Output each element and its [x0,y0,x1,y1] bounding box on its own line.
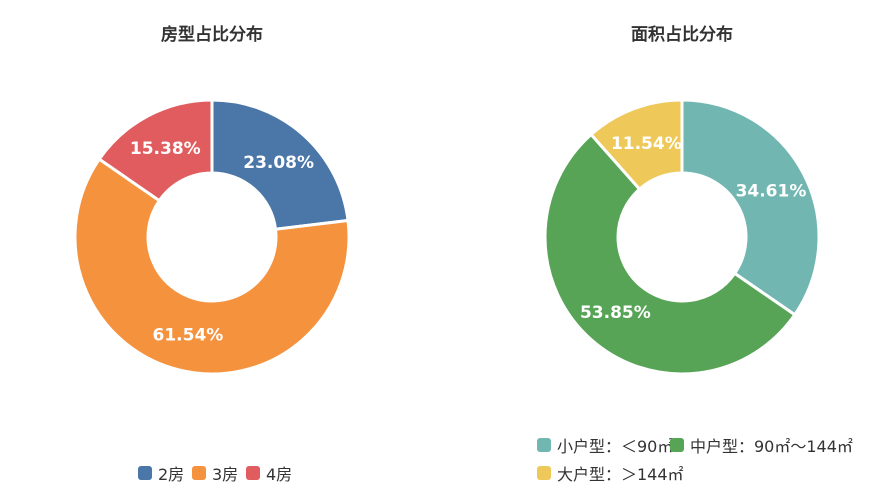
legend-item-3room[interactable]: 3房 [192,461,238,485]
room-type-slice-label-2: 15.38% [130,139,201,159]
area-slice-label-1: 53.85% [580,303,651,323]
legend-swatch [537,466,551,480]
legend-label: 4房 [266,465,293,484]
chart-title-room-type: 房型占比分布 [161,25,263,45]
legend-label: 2房 [158,465,185,484]
legend-label: 小户型：＜90㎡ [557,437,674,456]
legend-item-4room[interactable]: 4房 [246,461,292,485]
room-type-slice-2[interactable] [97,98,214,203]
legend-swatch [246,466,260,480]
room-type-slice-1[interactable] [73,157,351,376]
area-slice-2[interactable] [589,98,684,191]
legend-swatch [138,466,152,480]
room-type-slice-label-0: 23.08% [243,153,314,173]
room-type-slice-0[interactable] [210,98,350,231]
room-type-donut-chart: 23.08% 61.54% 15.38% [73,98,351,376]
area-slice-0[interactable] [680,98,821,317]
area-slice-label-2: 11.54% [611,134,682,154]
room-type-slice-label-1: 61.54% [153,326,224,346]
area-slice-1[interactable] [543,132,797,376]
legend-swatch [670,438,684,452]
chart-title-area: 面积占比分布 [631,25,733,45]
legend-swatch [192,466,206,480]
legend-item-2room[interactable]: 2房 [138,461,184,485]
legend-label: 3房 [212,465,239,484]
legend-item-small[interactable]: 小户型：＜90㎡ [537,433,673,457]
legend-label: 中户型：90㎡～144㎡ [690,437,853,456]
legend-item-medium[interactable]: 中户型：90㎡～144㎡ [670,433,853,457]
legend-item-large[interactable]: 大户型：＞144㎡ [537,461,684,485]
legend-swatch [537,438,551,452]
area-donut-chart: 34.61% 53.85% 11.54% [543,98,821,376]
area-slice-label-0: 34.61% [736,181,807,201]
legend-label: 大户型：＞144㎡ [557,465,684,484]
